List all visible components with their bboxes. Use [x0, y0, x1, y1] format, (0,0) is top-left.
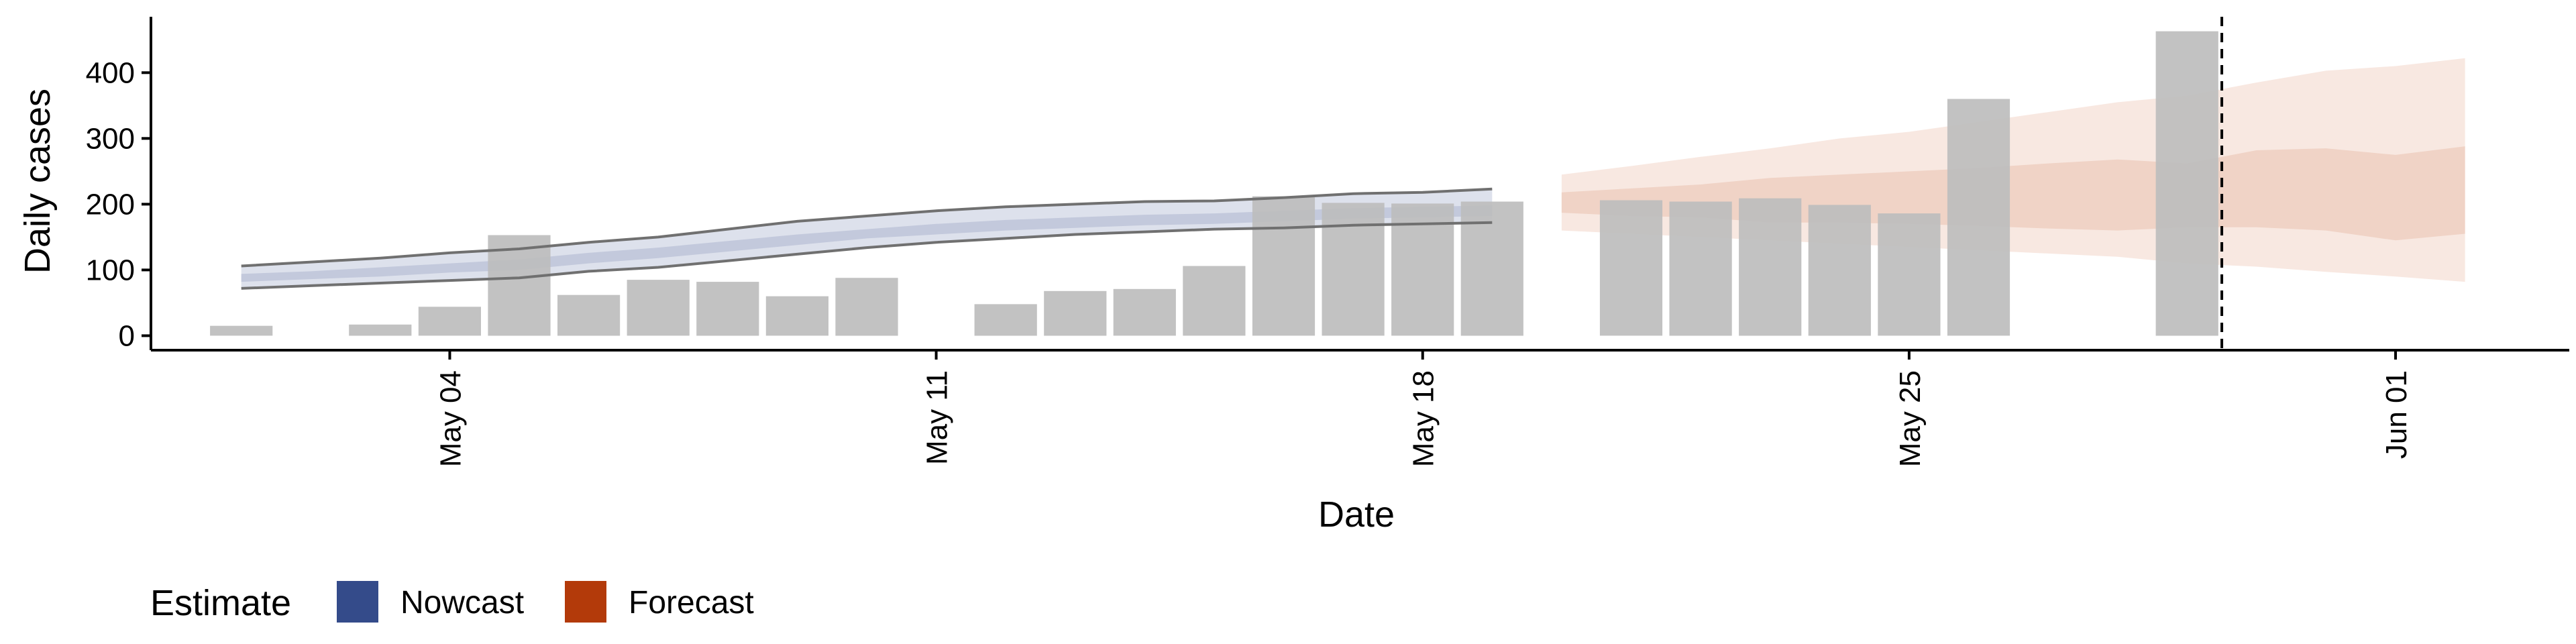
bar-23 [2155, 31, 2218, 336]
y-tick-label-3: 300 [86, 122, 135, 155]
legend-key-forecast [565, 581, 606, 623]
x-tick-label-1: May 11 [921, 370, 954, 465]
bar-20 [1808, 205, 1871, 336]
x-tick-label-4: Jun 01 [2380, 370, 2413, 459]
nowcast-inner-band [241, 205, 1493, 282]
bar-4 [557, 294, 621, 336]
bar-5 [627, 280, 690, 336]
bar-2 [418, 307, 481, 336]
y-axis-title: Daily cases [17, 89, 58, 274]
bar-1 [349, 324, 412, 336]
nowcast-lower-line [241, 221, 1493, 290]
legend: Estimate Nowcast Forecast [150, 581, 754, 623]
bar-14 [1322, 203, 1385, 336]
legend-label-nowcast: Nowcast [400, 585, 524, 621]
y-tick-labels: 0 100 200 300 400 [86, 56, 151, 352]
bar-0 [210, 325, 273, 336]
bar-3 [488, 235, 551, 336]
bar-12 [1183, 266, 1246, 336]
legend-label-forecast: Forecast [629, 585, 754, 621]
bar-18 [1669, 201, 1732, 336]
nowcast-upper-line [241, 187, 1493, 268]
bar-13 [1252, 196, 1316, 336]
y-tick-label-2: 200 [86, 188, 135, 221]
nowcast-outline [241, 187, 1493, 290]
x-tick-label-0: May 04 [434, 370, 467, 467]
legend-key-nowcast [337, 581, 378, 623]
bar-8 [835, 278, 898, 336]
bar-17 [1599, 200, 1663, 336]
x-tick-label-2: May 18 [1407, 370, 1440, 467]
y-tick-label-4: 400 [86, 56, 135, 89]
bar-21 [1878, 213, 1941, 336]
bar-22 [1947, 99, 2010, 336]
x-tick-labels: May 04 May 11 May 18 May 25 Jun 01 [434, 350, 2413, 467]
y-tick-label-0: 0 [119, 319, 135, 352]
bar-7 [765, 296, 828, 336]
bar-9 [974, 304, 1037, 336]
x-tick-label-3: May 25 [1894, 370, 1927, 467]
bar-11 [1113, 288, 1176, 336]
bar-10 [1044, 290, 1107, 336]
y-tick-label-1: 100 [86, 254, 135, 286]
legend-title: Estimate [150, 583, 291, 623]
bar-19 [1739, 198, 1802, 336]
x-axis-title: Date [1318, 494, 1395, 535]
bar-6 [696, 282, 759, 336]
